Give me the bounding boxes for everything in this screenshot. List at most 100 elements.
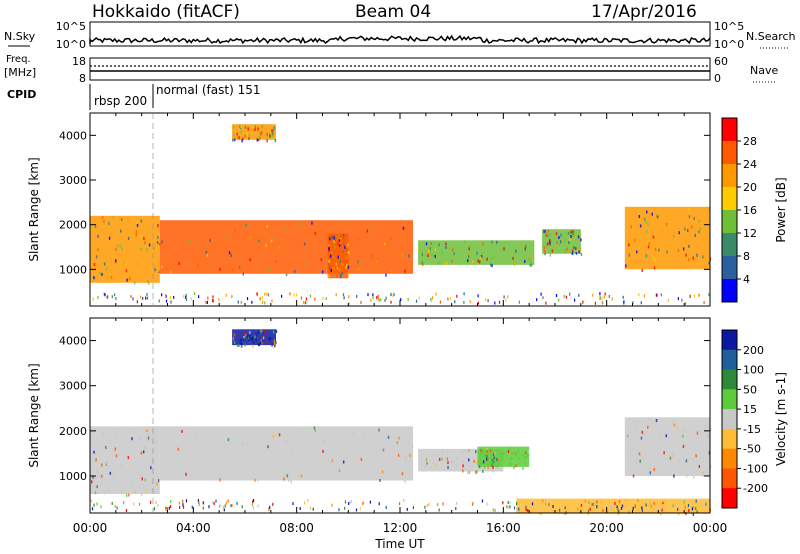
velocity-ground-speck: [91, 507, 94, 511]
velocity-speck: [364, 433, 366, 437]
power-speck: [147, 280, 149, 284]
velocity-ground-speck: [252, 500, 254, 504]
power-speck: [372, 226, 374, 230]
power-speck: [272, 134, 274, 138]
power-speck: [266, 225, 268, 228]
velocity-ground-speck: [253, 499, 255, 502]
velocity-speck: [462, 469, 464, 473]
velocity-speck: [108, 489, 110, 493]
velocity-speck: [271, 343, 273, 347]
velocity-speck: [114, 434, 116, 438]
velocity-ground-speck: [179, 505, 181, 509]
velocity-ground-speck: [197, 499, 199, 503]
velocity-speck: [338, 469, 341, 473]
velocity-ytick-label: 2000: [59, 425, 87, 438]
velocity-ground-speck: [546, 501, 548, 505]
power-speck: [555, 232, 558, 236]
velocity-speck: [510, 462, 512, 466]
power-ground-speck: [322, 296, 324, 300]
velocity-colorbar-segment: [722, 409, 737, 430]
velocity-ground-speck: [660, 508, 662, 512]
power-ground-speck: [111, 295, 113, 299]
velocity-ground-speck: [591, 503, 593, 507]
power-ground-speck: [449, 296, 452, 300]
velocity-speck: [152, 434, 155, 438]
power-speck: [422, 263, 424, 267]
velocity-speck: [688, 509, 690, 513]
velocity-ground-speck: [662, 501, 664, 504]
velocity-speck: [314, 451, 316, 455]
power-speck: [548, 242, 550, 246]
xtick-label: 16:00: [486, 521, 521, 535]
velocity-speck: [695, 454, 697, 458]
velocity-speck: [269, 337, 272, 341]
nsky-tick-top: 10^5: [56, 20, 86, 33]
power-speck: [549, 239, 551, 243]
velocity-ground-speck: [606, 506, 608, 510]
velocity-speck: [267, 445, 269, 449]
velocity-ground-speck: [559, 508, 561, 512]
power-ground-speck: [325, 297, 327, 300]
velocity-speck: [526, 454, 528, 458]
power-speck: [115, 259, 117, 263]
power-speck: [575, 251, 578, 255]
velocity-speck: [266, 341, 268, 345]
power-speck: [342, 250, 345, 254]
velocity-ground-speck: [548, 503, 550, 507]
power-speck: [247, 127, 249, 131]
power-speck: [491, 240, 493, 244]
power-speck: [688, 258, 690, 262]
power-speck: [468, 244, 471, 248]
velocity-ground-speck: [618, 500, 621, 503]
velocity-ground-speck: [438, 508, 440, 512]
power-speck: [546, 242, 549, 246]
velocity-speck: [288, 478, 290, 482]
velocity-speck: [379, 479, 381, 482]
power-speck: [698, 230, 700, 234]
power-speck: [143, 237, 145, 240]
velocity-speck: [496, 458, 498, 462]
power-speck: [270, 239, 273, 243]
freq-tick-top: 18: [72, 55, 86, 68]
power-speck: [347, 265, 350, 269]
velocity-speck: [242, 338, 245, 341]
power-speck: [233, 126, 235, 129]
power-speck: [252, 125, 254, 129]
velocity-ground-speck: [685, 505, 687, 509]
velocity-speck: [257, 478, 259, 482]
velocity-speck: [313, 426, 316, 430]
velocity-speck: [456, 456, 458, 460]
velocity-speck: [482, 460, 485, 464]
power-speck: [666, 250, 668, 254]
velocity-ground-speck: [399, 502, 401, 506]
velocity-speck: [268, 469, 270, 473]
power-ground-speck: [372, 296, 374, 300]
power-ground-speck: [392, 294, 394, 298]
xtick-label: 00:00: [693, 521, 728, 535]
power-ground-speck: [622, 295, 624, 299]
velocity-speck: [286, 474, 289, 478]
velocity-ground-speck: [525, 505, 527, 509]
velocity-speck: [593, 507, 596, 511]
power-speck: [434, 254, 436, 258]
power-colorbar-tick-label: 8: [743, 250, 750, 263]
velocity-ground-speck: [344, 506, 346, 510]
velocity-speck: [682, 434, 684, 438]
velocity-speck: [482, 449, 484, 453]
power-ground-speck: [225, 293, 227, 297]
velocity-speck: [322, 449, 324, 453]
power-speck: [338, 268, 341, 272]
velocity-speck: [658, 434, 660, 437]
velocity-speck: [398, 436, 400, 440]
power-speck: [569, 238, 571, 242]
power-speck: [667, 235, 670, 239]
power-speck: [564, 249, 567, 253]
velocity-speck: [285, 447, 287, 451]
velocity-ground-speck: [100, 505, 102, 509]
velocity-speck: [243, 332, 246, 336]
velocity-speck: [683, 503, 686, 506]
power-speck: [273, 126, 275, 130]
power-ground-speck: [435, 292, 437, 296]
power-speck: [543, 246, 545, 250]
velocity-ground-speck: [691, 507, 693, 511]
